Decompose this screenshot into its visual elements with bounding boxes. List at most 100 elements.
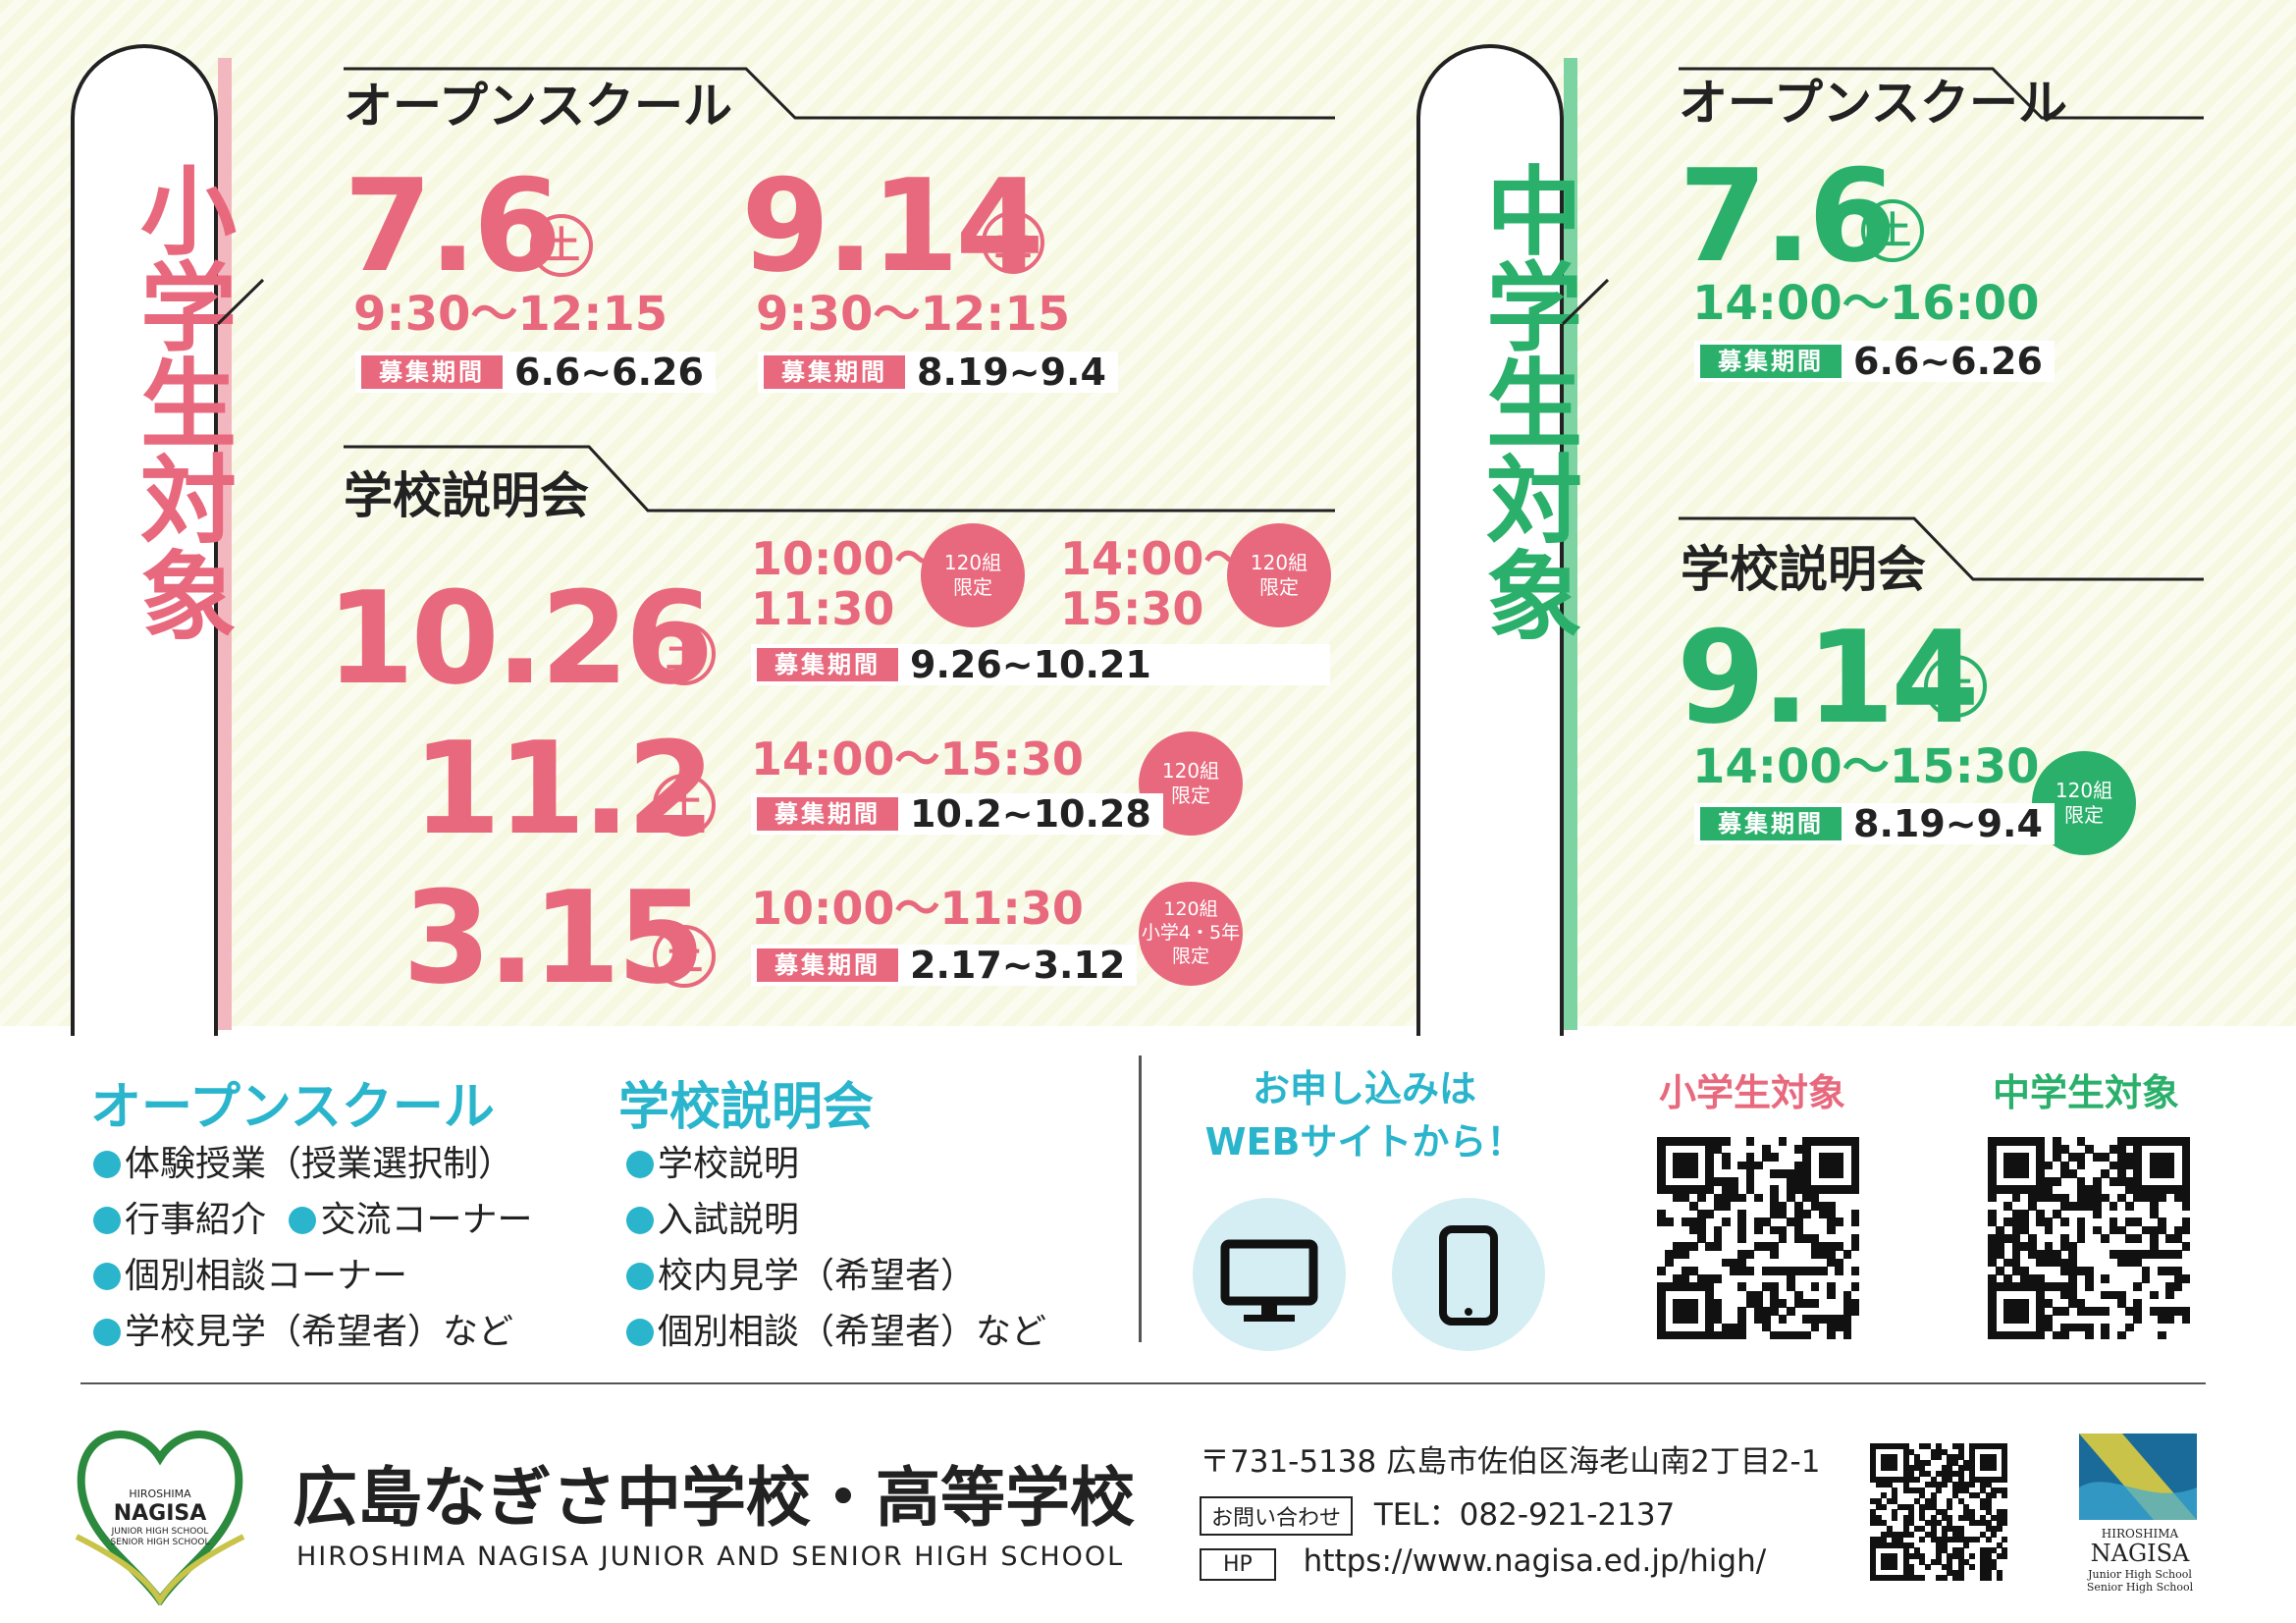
qr-module <box>2044 1315 2054 1324</box>
qr-module <box>1786 1266 1795 1275</box>
qr-module <box>2084 1201 2094 1211</box>
footer-divider <box>80 1382 2206 1384</box>
qr-module <box>2173 1185 2183 1195</box>
qr-module <box>1881 1503 1888 1510</box>
qr-module <box>2011 1153 2021 1163</box>
qr-module <box>1697 1282 1706 1292</box>
qr-module <box>1968 1553 1975 1560</box>
qr-module <box>2011 1168 2021 1178</box>
qr-module <box>1886 1526 1893 1533</box>
qr-module <box>2036 1217 2046 1227</box>
qr-module <box>1963 1487 1970 1493</box>
qr-module <box>2125 1217 2134 1227</box>
qr-module <box>1886 1482 1893 1488</box>
item-text: 学校説明 <box>658 1144 800 1184</box>
qr-module <box>1957 1487 1964 1493</box>
qr-module <box>1952 1537 1959 1543</box>
qr-module <box>1892 1531 1898 1538</box>
qr-module <box>2116 1193 2126 1203</box>
weekday-badge: 土 <box>653 925 716 988</box>
qr-module <box>2109 1250 2118 1260</box>
qr-code-icon[interactable] <box>1988 1137 2191 1340</box>
qr-code-icon[interactable] <box>1870 1443 2008 1582</box>
phone-number[interactable]: TEL：082-921-2137 <box>1373 1497 1676 1533</box>
qr-module <box>1996 1242 2004 1251</box>
qr-module <box>1762 1145 1771 1154</box>
qr-module <box>1919 1537 1926 1543</box>
qr-module <box>2002 1509 2008 1516</box>
event-time: 14:00～15:30 <box>751 732 1084 785</box>
qr-module <box>1875 1482 1882 1488</box>
qr-module <box>2181 1177 2191 1186</box>
qr-module <box>1988 1330 1997 1340</box>
brand-sub-text: Senior High School <box>2086 1581 2194 1594</box>
school-name-en: HIROSHIMA NAGISA JUNIOR AND SENIOR HIGH … <box>296 1542 1125 1572</box>
qr-module <box>1902 1514 1909 1521</box>
qr-module <box>1721 1193 1731 1203</box>
qr-module <box>1897 1443 1904 1450</box>
qr-module <box>2149 1137 2159 1146</box>
event-date: 7.6 <box>344 151 561 300</box>
qr-module <box>1902 1553 1909 1560</box>
qr-module <box>1892 1498 1898 1505</box>
qr-module <box>1697 1217 1706 1227</box>
briefing-contents: 学校説明 入試説明 校内見学（希望者） 個別相談（希望者）など <box>626 1136 1046 1360</box>
qr-module <box>1974 1537 1981 1543</box>
qr-module <box>2052 1153 2061 1163</box>
qr-module <box>1919 1558 1926 1565</box>
qr-module <box>1980 1547 1987 1554</box>
qr-module <box>1697 1225 1706 1235</box>
list-item: 校内見学（希望者） <box>626 1248 1046 1304</box>
qr-module <box>1988 1137 1997 1146</box>
qr-module <box>2068 1274 2078 1283</box>
qr-module <box>1952 1526 1959 1533</box>
qr-module <box>2002 1459 2008 1466</box>
qr-module <box>1737 1258 1747 1268</box>
qr-module <box>1925 1498 1932 1505</box>
logo-sub-text: JUNIOR HIGH SCHOOL <box>111 1527 209 1537</box>
bullet-icon <box>93 1207 121 1234</box>
qr-module <box>1886 1531 1893 1538</box>
qr-module <box>1968 1443 1975 1450</box>
qr-module <box>1936 1520 1943 1527</box>
qr-module <box>1881 1492 1888 1499</box>
item-text: 校内見学（希望者） <box>658 1256 977 1296</box>
qr-module <box>2133 1168 2143 1178</box>
qr-module <box>2019 1168 2029 1178</box>
qr-module <box>1952 1443 1959 1450</box>
qr-module <box>1902 1454 1909 1461</box>
qr-module <box>2003 1330 2013 1340</box>
qr-module <box>1936 1553 1943 1560</box>
qr-module <box>1886 1575 1893 1582</box>
qr-code-icon[interactable] <box>1657 1137 1860 1340</box>
qr-module <box>1963 1465 1970 1472</box>
qr-module <box>1802 1137 1812 1146</box>
qr-module <box>1753 1217 1763 1227</box>
application-period: 募集期間 10.2~10.28 <box>751 792 1163 836</box>
qr-module <box>1818 1161 1828 1170</box>
qr-module <box>1794 1233 1803 1243</box>
qr-module <box>2141 1250 2151 1260</box>
qr-module <box>2019 1298 2029 1308</box>
qr-module <box>1713 1233 1723 1243</box>
website-url[interactable]: https://www.nagisa.ed.jp/high/ <box>1303 1543 1767 1579</box>
qr-module <box>1818 1315 1828 1324</box>
qr-module <box>1810 1242 1820 1251</box>
qr-module <box>1996 1137 2004 1146</box>
qr-module <box>1963 1459 1970 1466</box>
qr-module <box>1968 1448 1975 1455</box>
qr-module <box>1919 1465 1926 1472</box>
qr-module <box>1762 1266 1771 1275</box>
qr-module <box>1810 1233 1820 1243</box>
qr-module <box>2093 1185 2102 1195</box>
qr-module <box>2181 1137 2191 1146</box>
qr-module <box>1996 1476 2002 1483</box>
qr-module <box>1794 1290 1803 1300</box>
qr-module <box>1762 1282 1771 1292</box>
qr-module <box>1936 1471 1943 1478</box>
qr-module <box>1930 1498 1937 1505</box>
qr-module <box>1818 1210 1828 1218</box>
qr-module <box>2019 1185 2029 1195</box>
qr-module <box>1870 1498 1877 1505</box>
qr-module <box>1919 1503 1926 1510</box>
